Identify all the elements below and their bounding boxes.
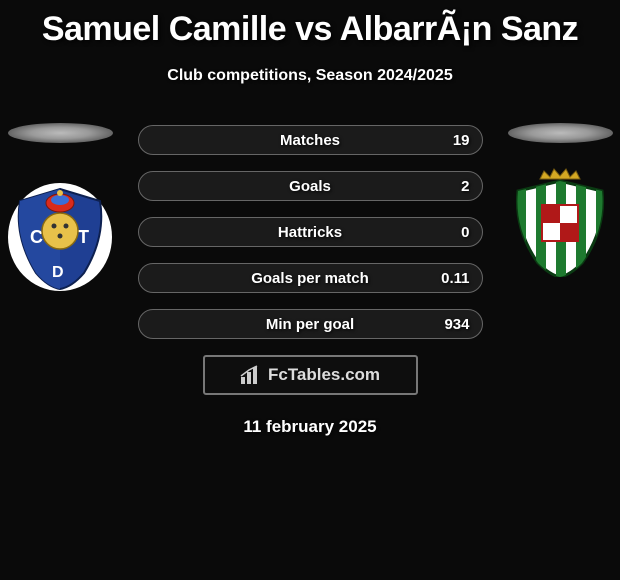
stat-value-right: 934 xyxy=(444,316,469,333)
stat-label: Goals xyxy=(289,178,331,195)
stat-label: Goals per match xyxy=(251,270,369,287)
club-logo-right xyxy=(510,167,610,277)
stat-value-right: 19 xyxy=(453,132,470,149)
stat-row: Goals per match 0.11 xyxy=(138,263,483,293)
stat-value-right: 2 xyxy=(461,178,469,195)
stat-row: Min per goal 934 xyxy=(138,309,483,339)
svg-text:T: T xyxy=(78,227,89,247)
stats-list: Matches 19 Goals 2 Hattricks 0 Goals per… xyxy=(138,123,483,339)
infographic-root: Samuel Camille vs AlbarrÃ¡n Sanz Club co… xyxy=(0,0,620,580)
player-shadow-right xyxy=(508,123,613,143)
stat-row: Hattricks 0 xyxy=(138,217,483,247)
stat-label: Min per goal xyxy=(266,316,354,333)
right-player-column xyxy=(500,123,620,277)
striped-shield-icon xyxy=(510,167,610,277)
page-title: Samuel Camille vs AlbarrÃ¡n Sanz xyxy=(0,0,620,49)
date-label: 11 february 2025 xyxy=(0,417,620,437)
page-subtitle: Club competitions, Season 2024/2025 xyxy=(0,67,620,85)
club-logo-left: C T D xyxy=(6,181,114,293)
watermark-text: FcTables.com xyxy=(268,365,380,385)
player-shadow-left xyxy=(8,123,113,143)
bars-icon xyxy=(240,365,262,385)
svg-text:C: C xyxy=(30,227,43,247)
stat-label: Hattricks xyxy=(278,224,342,241)
stat-row: Goals 2 xyxy=(138,171,483,201)
stat-value-right: 0.11 xyxy=(441,270,469,287)
watermark: FcTables.com xyxy=(203,355,418,395)
content-area: C T D xyxy=(0,123,620,437)
stat-row: Matches 19 xyxy=(138,125,483,155)
stat-label: Matches xyxy=(280,132,340,149)
stat-value-right: 0 xyxy=(461,224,469,241)
shield-icon: C T D xyxy=(6,181,114,293)
left-player-column: C T D xyxy=(0,123,120,293)
svg-text:D: D xyxy=(52,264,64,281)
